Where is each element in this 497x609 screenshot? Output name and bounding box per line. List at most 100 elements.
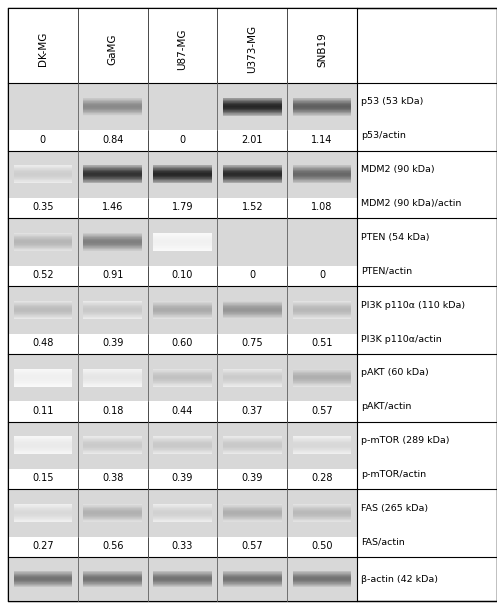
Text: 0.37: 0.37 <box>242 406 263 415</box>
Text: U373-MG: U373-MG <box>248 25 257 73</box>
Text: pAKT (60 kDa): pAKT (60 kDa) <box>361 368 429 378</box>
Text: pAKT/actin: pAKT/actin <box>361 403 412 411</box>
Bar <box>8 286 357 354</box>
Text: 1.52: 1.52 <box>242 202 263 213</box>
Text: MDM2 (90 kDa): MDM2 (90 kDa) <box>361 165 434 174</box>
Text: 0.33: 0.33 <box>172 541 193 551</box>
FancyBboxPatch shape <box>287 421 357 469</box>
Text: 0.57: 0.57 <box>311 406 333 415</box>
FancyBboxPatch shape <box>287 557 357 601</box>
Text: SNB19: SNB19 <box>317 32 327 66</box>
FancyBboxPatch shape <box>148 219 217 266</box>
FancyBboxPatch shape <box>217 490 287 537</box>
Text: 1.79: 1.79 <box>172 202 193 213</box>
Text: p-mTOR/actin: p-mTOR/actin <box>361 470 426 479</box>
Text: FAS (265 kDa): FAS (265 kDa) <box>361 504 428 513</box>
Bar <box>8 8 357 83</box>
Text: 0.39: 0.39 <box>102 338 123 348</box>
FancyBboxPatch shape <box>217 219 287 266</box>
Text: 0.57: 0.57 <box>242 541 263 551</box>
Text: 0.56: 0.56 <box>102 541 123 551</box>
Text: 0: 0 <box>319 270 325 280</box>
FancyBboxPatch shape <box>287 219 357 266</box>
Text: β-actin (42 kDa): β-actin (42 kDa) <box>361 575 438 583</box>
Text: 0.75: 0.75 <box>242 338 263 348</box>
Text: 0.60: 0.60 <box>172 338 193 348</box>
Text: p53/actin: p53/actin <box>361 132 406 140</box>
Text: PTEN (54 kDa): PTEN (54 kDa) <box>361 233 429 242</box>
Text: U87-MG: U87-MG <box>177 29 187 70</box>
Text: PTEN/actin: PTEN/actin <box>361 267 412 276</box>
FancyBboxPatch shape <box>148 557 217 601</box>
FancyBboxPatch shape <box>8 557 78 601</box>
Text: 0.52: 0.52 <box>32 270 54 280</box>
FancyBboxPatch shape <box>148 354 217 401</box>
Text: 0.18: 0.18 <box>102 406 123 415</box>
FancyBboxPatch shape <box>8 421 78 469</box>
FancyBboxPatch shape <box>78 490 148 537</box>
Bar <box>8 83 357 151</box>
Text: DK-MG: DK-MG <box>38 32 48 66</box>
FancyBboxPatch shape <box>287 83 357 130</box>
Text: 0: 0 <box>40 135 46 144</box>
Text: 0.28: 0.28 <box>311 473 333 484</box>
FancyBboxPatch shape <box>8 219 78 266</box>
FancyBboxPatch shape <box>8 83 78 130</box>
Text: MDM2 (90 kDa)/actin: MDM2 (90 kDa)/actin <box>361 199 461 208</box>
Text: 1.08: 1.08 <box>312 202 333 213</box>
FancyBboxPatch shape <box>217 557 287 601</box>
FancyBboxPatch shape <box>217 83 287 130</box>
Bar <box>8 490 357 557</box>
Text: 0: 0 <box>179 135 185 144</box>
FancyBboxPatch shape <box>148 490 217 537</box>
FancyBboxPatch shape <box>217 354 287 401</box>
Bar <box>8 219 357 286</box>
Text: 0.91: 0.91 <box>102 270 123 280</box>
FancyBboxPatch shape <box>78 151 148 198</box>
Text: 0.15: 0.15 <box>32 473 54 484</box>
Text: 0.10: 0.10 <box>172 270 193 280</box>
Text: 0.84: 0.84 <box>102 135 123 144</box>
Text: 0.35: 0.35 <box>32 202 54 213</box>
FancyBboxPatch shape <box>8 286 78 334</box>
Text: 0.11: 0.11 <box>32 406 54 415</box>
FancyBboxPatch shape <box>78 286 148 334</box>
Text: 0.39: 0.39 <box>242 473 263 484</box>
FancyBboxPatch shape <box>78 421 148 469</box>
Text: 0.48: 0.48 <box>32 338 54 348</box>
FancyBboxPatch shape <box>287 490 357 537</box>
Text: 0.39: 0.39 <box>172 473 193 484</box>
FancyBboxPatch shape <box>287 354 357 401</box>
FancyBboxPatch shape <box>287 151 357 198</box>
FancyBboxPatch shape <box>148 421 217 469</box>
FancyBboxPatch shape <box>78 219 148 266</box>
Text: 1.46: 1.46 <box>102 202 123 213</box>
Text: PI3K p110α/actin: PI3K p110α/actin <box>361 334 442 343</box>
FancyBboxPatch shape <box>8 151 78 198</box>
Text: 0.38: 0.38 <box>102 473 123 484</box>
FancyBboxPatch shape <box>148 286 217 334</box>
Text: 1.14: 1.14 <box>312 135 333 144</box>
FancyBboxPatch shape <box>287 286 357 334</box>
FancyBboxPatch shape <box>8 354 78 401</box>
Bar <box>8 557 357 601</box>
FancyBboxPatch shape <box>217 286 287 334</box>
FancyBboxPatch shape <box>148 83 217 130</box>
FancyBboxPatch shape <box>78 354 148 401</box>
Text: p53 (53 kDa): p53 (53 kDa) <box>361 97 423 107</box>
Bar <box>8 354 357 421</box>
FancyBboxPatch shape <box>78 557 148 601</box>
Bar <box>8 151 357 219</box>
FancyBboxPatch shape <box>217 421 287 469</box>
FancyBboxPatch shape <box>217 151 287 198</box>
FancyBboxPatch shape <box>8 490 78 537</box>
Text: 0.50: 0.50 <box>311 541 333 551</box>
Text: p-mTOR (289 kDa): p-mTOR (289 kDa) <box>361 436 449 445</box>
Text: PI3K p110α (110 kDa): PI3K p110α (110 kDa) <box>361 301 465 310</box>
Text: 2.01: 2.01 <box>242 135 263 144</box>
FancyBboxPatch shape <box>148 151 217 198</box>
Text: 0: 0 <box>249 270 255 280</box>
Text: 0.27: 0.27 <box>32 541 54 551</box>
Text: 0.44: 0.44 <box>172 406 193 415</box>
Bar <box>8 421 357 490</box>
